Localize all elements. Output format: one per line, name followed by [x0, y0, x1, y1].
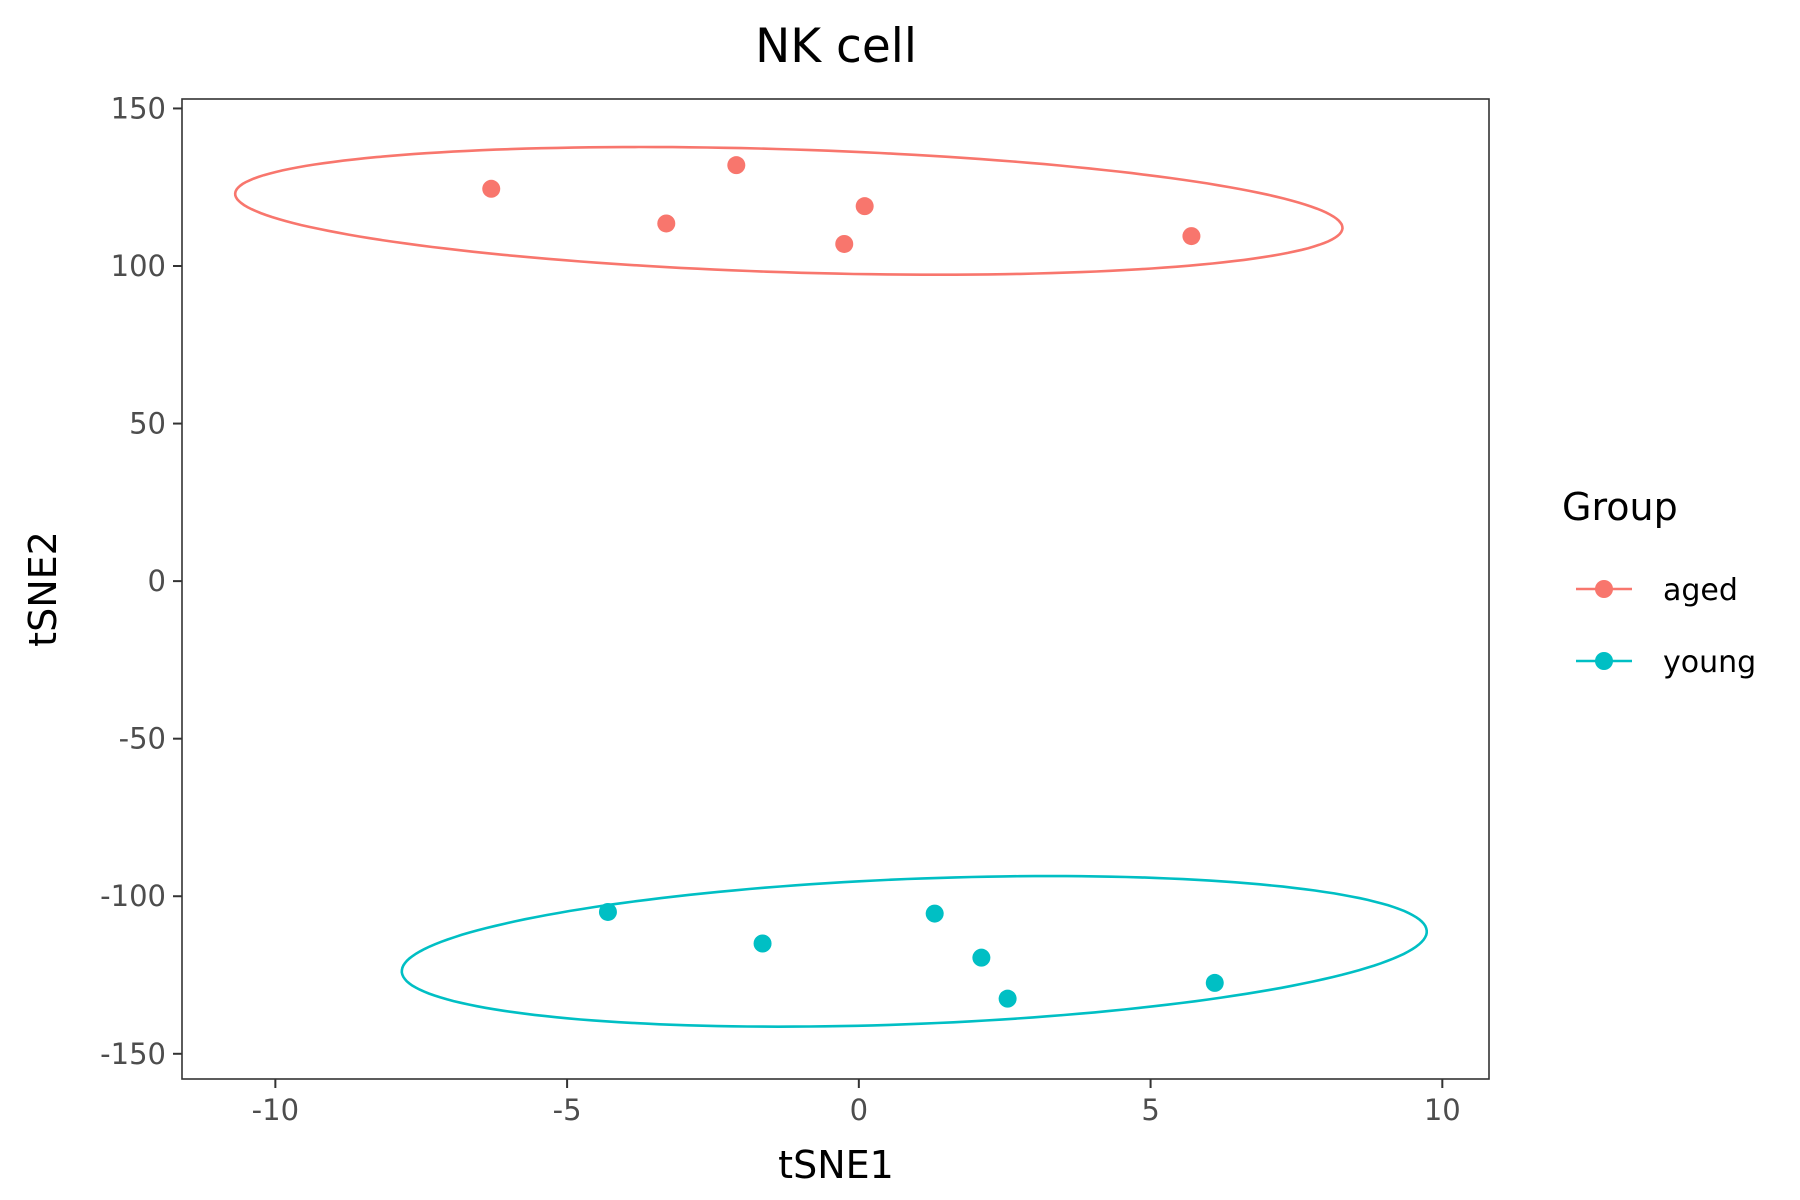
- point-young: [753, 934, 772, 953]
- y-axis: 150 100 50 0 -50 -100 -150: [100, 91, 182, 1071]
- plot-panel: [181, 98, 1490, 1080]
- point-aged: [482, 179, 501, 198]
- point-young: [1205, 973, 1224, 992]
- point-aged: [835, 234, 854, 253]
- x-tick-label: -10: [252, 1093, 299, 1127]
- point-young: [998, 989, 1017, 1008]
- legend-label-aged: aged: [1663, 573, 1738, 608]
- ellipse-young: [400, 874, 1428, 1029]
- point-young: [925, 904, 944, 923]
- point-aged: [1182, 227, 1201, 246]
- x-axis-title: tSNE1: [778, 1143, 894, 1187]
- x-tick-label: 10: [1424, 1093, 1461, 1127]
- confidence-ellipses: [233, 145, 1428, 1029]
- legend-key-young: [1595, 652, 1613, 670]
- legend-key-aged: [1595, 580, 1613, 598]
- chart-title: NK cell: [755, 19, 917, 74]
- point-aged: [657, 214, 676, 233]
- point-aged: [855, 197, 874, 216]
- x-tick-label: 5: [1141, 1093, 1159, 1127]
- x-tick-label: 0: [850, 1093, 868, 1127]
- y-tick-label: -50: [119, 722, 166, 756]
- legend-title: Group: [1562, 485, 1678, 529]
- y-tick-label: -150: [100, 1037, 166, 1071]
- y-tick-label: 150: [111, 91, 166, 125]
- point-young: [598, 902, 617, 921]
- point-young: [972, 948, 991, 967]
- y-axis-title: tSNE2: [21, 531, 65, 647]
- x-axis: -10 -5 0 5 10: [252, 1079, 1461, 1127]
- data-points: [482, 156, 1224, 1008]
- ellipse-aged: [233, 145, 1344, 276]
- y-tick-label: -100: [100, 879, 166, 913]
- legend: Group aged young: [1562, 485, 1756, 680]
- x-tick-label: -5: [553, 1093, 582, 1127]
- y-tick-label: 50: [129, 407, 166, 441]
- y-tick-label: 100: [111, 249, 166, 283]
- y-tick-label: 0: [148, 564, 166, 598]
- legend-label-young: young: [1663, 645, 1756, 680]
- point-aged: [727, 156, 746, 175]
